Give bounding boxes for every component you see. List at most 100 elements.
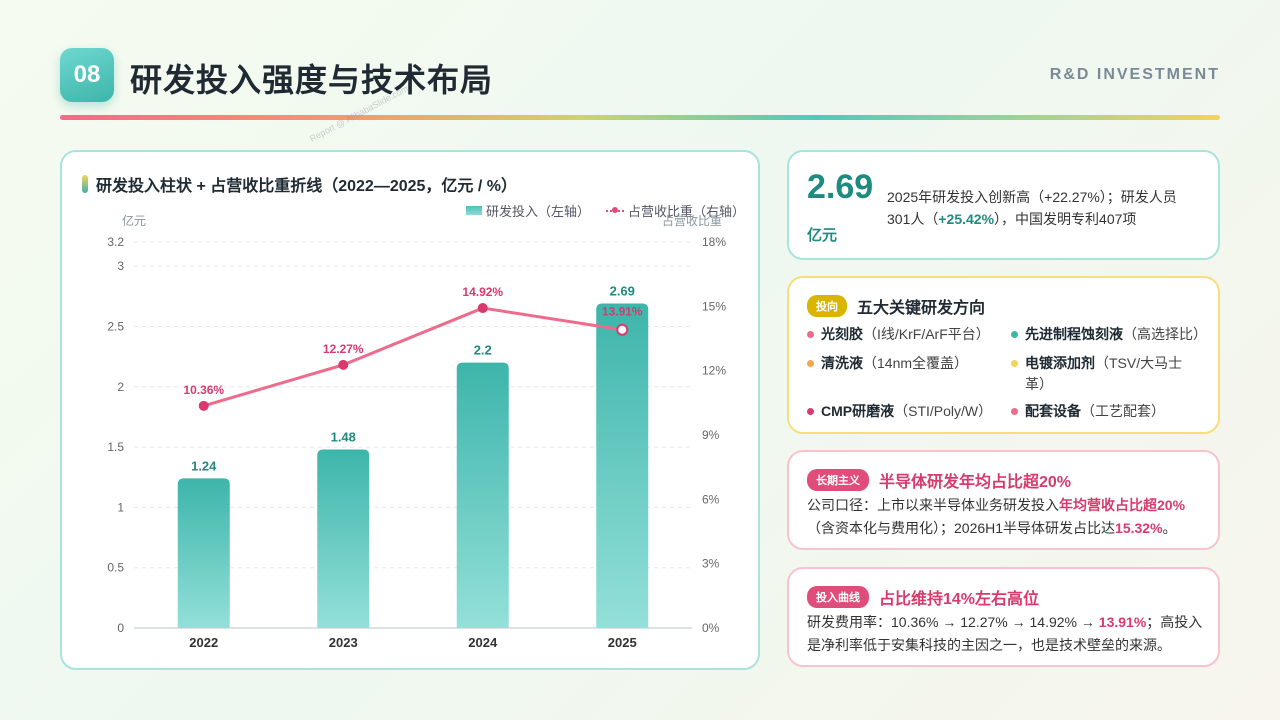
bar-2025: [596, 303, 649, 628]
y-tick-label: 2: [117, 380, 124, 394]
direction-detail: （高选择比）: [1123, 326, 1207, 342]
x-tick-label: 2024: [468, 635, 498, 650]
y-tick-label: 1: [117, 500, 124, 514]
y-tick-label: 2.5: [107, 319, 124, 333]
bar-2023: [317, 449, 370, 628]
page-title: 研发投入强度与技术布局: [130, 62, 494, 98]
direction-dot: [807, 408, 814, 415]
direction-dot: [807, 331, 814, 338]
direction-detail: （STI/Poly/W）: [894, 403, 993, 419]
x-tick-label: 2022: [189, 635, 218, 650]
y2-tick-label: 0%: [702, 621, 720, 635]
ratio-value-label: 12.27%: [323, 342, 364, 356]
bar-value-label: 1.24: [191, 458, 217, 473]
directions-card: 投向 五大关键研发方向 光刻胶（I线/KrF/ArF平台） 先进制程蚀刻液（高选…: [787, 276, 1220, 434]
direction-name: 配套设备: [1025, 403, 1081, 419]
section-number-badge: 08: [60, 48, 114, 102]
long-term-text-3: 。: [1162, 520, 1177, 536]
long-term-highlight-1: 年均营收占比超20%: [1059, 497, 1186, 513]
y-tick-label: 3: [117, 259, 124, 273]
ratio-point: [477, 303, 488, 314]
chart-title-wrap: 研发投入柱状 + 占营收比重折线（2022—2025，亿元 / %）: [82, 172, 517, 196]
bar-2022: [177, 478, 230, 628]
ratio-value-label: 14.92%: [462, 285, 503, 299]
direction-item: CMP研磨液（STI/Poly/W）: [807, 401, 1007, 422]
curve-text-2: ；高投入是净利率低于安集科技的主因之一，也是技术壁垒的来源。: [807, 614, 1203, 653]
direction-item: 先进制程蚀刻液（高选择比）: [1011, 324, 1211, 345]
y-tick-label: 1.5: [107, 440, 124, 454]
direction-detail: （14nm全覆盖）: [863, 355, 969, 371]
chart-legend: 研发投入（左轴） 占营收比重（右轴）: [466, 201, 745, 220]
ratio-point: [338, 359, 349, 370]
direction-dot: [1011, 331, 1018, 338]
stat-desc-line2a: 301人（: [887, 211, 939, 227]
x-tick-label: 2025: [608, 635, 637, 650]
stat-desc-growth: +25.42%: [938, 211, 995, 227]
long-term-text-1: 公司口径：上市以来半导体业务研发投入: [807, 497, 1059, 513]
long-term-title: 半导体研发年均占比超20%: [879, 474, 1072, 491]
stat-description: 2025年研发投入创新高（+22.27%）；研发人员 301人（+25.42%）…: [887, 186, 1207, 230]
y-tick-label: 0.5: [107, 561, 124, 575]
bar-2024: [456, 362, 509, 628]
bar-value-label: 2.2: [474, 343, 492, 358]
ratio-line: [203, 306, 623, 408]
curve-header: 投入曲线 占比维持14%左右高位: [807, 585, 1039, 609]
direction-item: 清洗液（14nm全覆盖）: [807, 353, 1007, 374]
y2-tick-label: 18%: [702, 235, 726, 249]
direction-dot: [1011, 360, 1018, 367]
curve-text-1: 研发费用率：10.36% → 12.27% → 14.92% →: [807, 614, 1099, 630]
y2-tick-label: 6%: [702, 492, 720, 506]
y-axis-title: 亿元: [122, 213, 146, 228]
y2-tick-label: 12%: [702, 364, 726, 378]
directions-header: 投向 五大关键研发方向: [807, 294, 985, 318]
curve-card: 投入曲线 占比维持14%左右高位 研发费用率：10.36% → 12.27% →…: [787, 567, 1220, 667]
curve-body: 研发费用率：10.36% → 12.27% → 14.92% → 13.91%；…: [807, 611, 1205, 657]
chart-title-accent-bar: [82, 175, 88, 193]
direction-name: CMP研磨液: [821, 403, 895, 419]
legend-bar-swatch: [466, 206, 482, 215]
combo-chart: 0 0.5 1 1.5 2 2.5 3 3.2 0% 3% 6% 9% 12% 15% 18% 亿元 占营收比重…: [107, 213, 726, 650]
header-gradient-rule: [60, 115, 1220, 120]
curve-tag: 投入曲线: [807, 586, 869, 608]
y2-tick-label: 15%: [702, 299, 726, 313]
direction-item: 光刻胶（I线/KrF/ArF平台）: [807, 324, 1007, 345]
bar-value-label: 2.69: [610, 284, 635, 299]
long-term-highlight-2: 15.32%: [1115, 520, 1163, 536]
direction-detail: （TSV/大马士革）: [1025, 355, 1183, 392]
curve-highlight: 13.91%: [1098, 614, 1147, 630]
ratio-point: [198, 400, 209, 411]
direction-dot: [1011, 408, 1018, 415]
long-term-card: 长期主义 半导体研发年均占比超20% 公司口径：上市以来半导体业务研发投入年均营…: [787, 450, 1220, 550]
stat-unit: 亿元: [807, 227, 838, 244]
direction-detail: （I线/KrF/ArF平台）: [863, 326, 990, 342]
chart-title: 研发投入柱状 + 占营收比重折线（2022—2025，亿元 / %）: [96, 178, 517, 195]
y2-tick-label: 9%: [702, 428, 720, 442]
y-tick-label: 3.2: [107, 235, 124, 249]
direction-name: 光刻胶: [821, 326, 863, 342]
directions-title: 五大关键研发方向: [857, 300, 986, 317]
legend-line-label: 占营收比重（右轴）: [628, 204, 746, 219]
stat-desc-line1: 2025年研发投入创新高（+22.27%）；研发人员: [887, 189, 1177, 205]
stat-desc-line2c: ），中国发明专利407项: [994, 211, 1137, 227]
direction-name: 清洗液: [821, 355, 863, 371]
stat-card: 2.69 亿元 2025年研发投入创新高（+22.27%）；研发人员 301人（…: [787, 150, 1220, 260]
ratio-value-label: 10.36%: [183, 383, 224, 397]
y2-axis-title: 占营收比重: [662, 213, 722, 228]
y2-tick-label: 3%: [702, 557, 720, 571]
direction-dot: [807, 360, 814, 367]
ratio-value-label: 13.91%: [602, 305, 643, 319]
stat-value: 2.69: [807, 168, 874, 206]
direction-name: 电镀添加剂: [1025, 355, 1095, 371]
legend-bar-label: 研发投入（左轴）: [486, 204, 591, 219]
long-term-text-2: （含资本化与费用化）；2026H1半导体研发占比达: [807, 520, 1116, 536]
long-term-tag: 长期主义: [807, 469, 869, 491]
y-tick-label: 0: [117, 621, 124, 635]
direction-item: 电镀添加剂（TSV/大马士革）: [1011, 353, 1191, 395]
section-brand-tag: R&D INVESTMENT: [1049, 66, 1220, 83]
long-term-body: 公司口径：上市以来半导体业务研发投入年均营收占比超20% （含资本化与费用化）；2…: [807, 494, 1205, 540]
ratio-point: [616, 323, 629, 336]
long-term-header: 长期主义 半导体研发年均占比超20%: [807, 468, 1071, 492]
bar-value-label: 1.48: [331, 429, 356, 444]
curve-title: 占比维持14%左右高位: [879, 591, 1040, 608]
chart-card: 研发投入柱状 + 占营收比重折线（2022—2025，亿元 / %） 研发投入（…: [60, 150, 760, 670]
